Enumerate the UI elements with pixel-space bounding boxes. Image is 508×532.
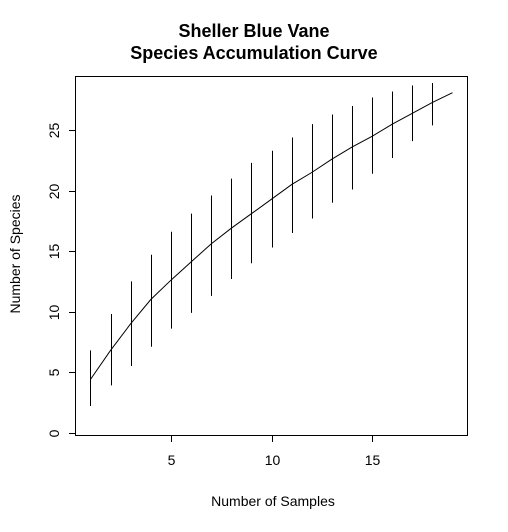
y-tick-label: 15 [46, 244, 62, 260]
chart-title: Sheller Blue Vane [178, 21, 330, 41]
x-tick-label: 15 [365, 452, 381, 468]
plot-frame [75, 76, 468, 436]
x-tick-label: 10 [265, 452, 281, 468]
y-axis: 0 5 10 15 20 25 [46, 123, 76, 437]
x-axis: 5 10 15 [168, 435, 381, 468]
y-axis-label: Number of Species [7, 194, 23, 314]
error-bars [90, 83, 433, 406]
chart-subtitle: Species Accumulation Curve [130, 43, 378, 63]
species-curve-line [90, 92, 453, 380]
y-tick-label: 20 [46, 184, 62, 200]
y-tick-label: 25 [46, 123, 62, 139]
y-tick-label: 0 [46, 429, 62, 437]
x-tick-label: 5 [168, 452, 176, 468]
x-axis-label: Number of Samples [211, 493, 335, 509]
y-tick-label: 10 [46, 305, 62, 321]
accumulation-curve [90, 92, 453, 380]
y-tick-label: 5 [46, 368, 62, 376]
